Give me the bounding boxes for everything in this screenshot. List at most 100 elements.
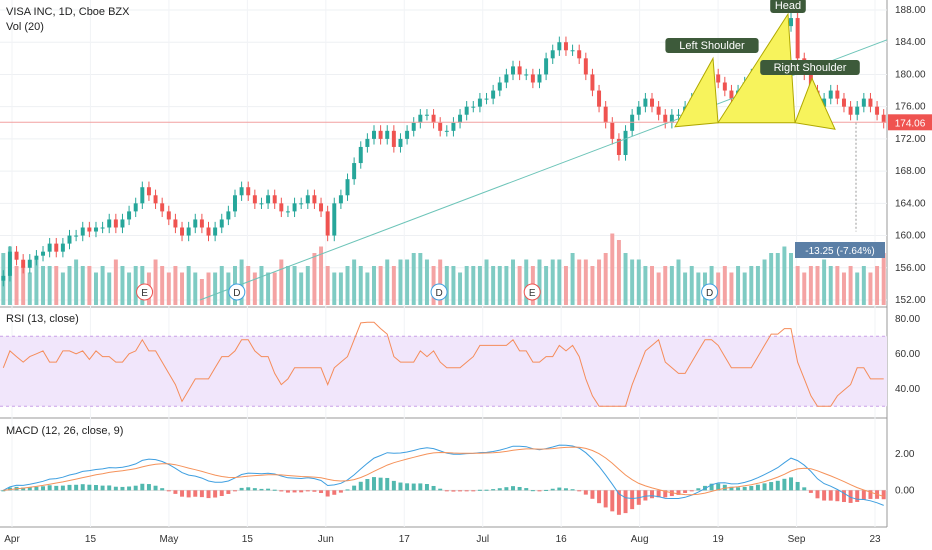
candle-body [292,203,297,212]
volume-bar [378,266,383,305]
candle-body [669,114,674,123]
macd-hist-bar [458,490,463,492]
volume-bar [305,266,310,305]
volume-bar [173,266,178,305]
volume-bar [590,266,595,305]
candle-body [312,195,317,204]
candle-body [7,251,12,276]
candle-body [577,50,582,59]
volume-bar [345,266,350,305]
macd-hist-bar [365,479,370,491]
volume-bar [610,233,615,305]
macd-hist-bar [570,489,575,491]
candle-body [544,58,549,75]
candle-body [120,219,125,228]
volume-bar [808,266,813,305]
macd-hist-bar [1,490,6,492]
candle-body [74,235,79,237]
macd-hist-bar [27,487,32,491]
candle-body [458,114,463,123]
candle-body [186,227,191,236]
candle-body [795,18,800,59]
macd-hist-bar [424,484,429,491]
volume-bar [74,259,79,305]
macd-hist-bar [861,490,866,500]
macd-hist-bar [120,486,125,491]
macd-hist-bar [484,489,489,491]
macd-hist-bar [848,490,853,503]
candle-body [173,219,178,228]
macd-hist-bar [34,486,39,491]
candle-body [716,74,721,83]
macd-hist-bar [107,485,112,491]
macd-hist-bar [530,490,535,492]
price-tick-label: 152.00 [895,295,926,306]
price-tick-label: 160.00 [895,231,926,242]
macd-hist-bar [597,490,602,504]
volume-bar [100,266,105,305]
volume-bar [405,259,410,305]
rsi-tick-label: 80.00 [895,314,920,325]
volume-bar [683,272,688,305]
volume-bar [67,266,72,305]
macd-hist-bar [815,490,820,499]
candle-body [199,219,204,228]
candle-body [358,146,363,164]
rsi-line [2,321,884,407]
macd-hist-bar [769,482,774,491]
macd-hist-bar [782,478,787,491]
macd-label: MACD (12, 26, close, 9) [6,425,123,437]
macd-hist-bar [828,490,833,501]
volume-bar [398,259,403,305]
macd-hist-bar [438,488,443,491]
projection-value: -13.25 (-7.64%) [805,246,874,257]
volume-bar [21,266,26,305]
volume-bar [722,266,727,305]
candle-body [398,138,403,147]
volume-bar [319,246,324,305]
macd-hist-bar [550,488,555,491]
right-shoulder-label-bg [760,60,860,75]
candle-body [239,187,244,196]
candle-body [345,179,350,196]
macd-hist-bar [74,484,79,491]
volume-bar [325,266,330,305]
time-tick-label: May [159,534,178,545]
macd-hist-bar [338,490,343,493]
macd-hist-bar [583,490,588,495]
macd-hist-bar [325,490,330,497]
macd-tick-label: 2.00 [895,449,915,460]
macd-hist-bar [537,490,542,492]
candle-body [193,219,198,228]
macd-hist-bar [656,490,661,498]
candle-body [484,98,489,100]
macd-hist-bar [709,483,714,491]
candle-body [146,187,151,196]
volume-bar [603,253,608,305]
volume-bar [749,266,754,305]
macd-hist-bar [233,490,237,492]
volume-bar [676,259,681,305]
volume-bar [41,266,46,305]
macd-hist-bar [544,489,549,491]
candle-body [841,98,846,107]
macd-hist-bar [755,484,760,491]
macd-hist-bar [444,490,449,492]
candle-body [504,74,509,83]
macd-hist-bar [497,488,502,491]
volume-bar [868,272,873,305]
macd-hist-bar [418,483,423,491]
candle-body [54,243,59,252]
volume-bar [742,272,747,305]
event-label: E [529,288,536,299]
candle-body [391,130,396,147]
event-label: D [435,288,442,299]
candle-body [93,227,98,232]
volume-bar [206,272,211,305]
candle-body [875,106,880,115]
overlays: Left Shoulder Head Right Shoulder 174.06 -13… [0,0,932,301]
volume-bar [491,266,496,305]
price-tick-label: 168.00 [895,166,926,177]
macd-hist-bar [742,486,747,491]
macd-hist-bar [729,486,734,491]
